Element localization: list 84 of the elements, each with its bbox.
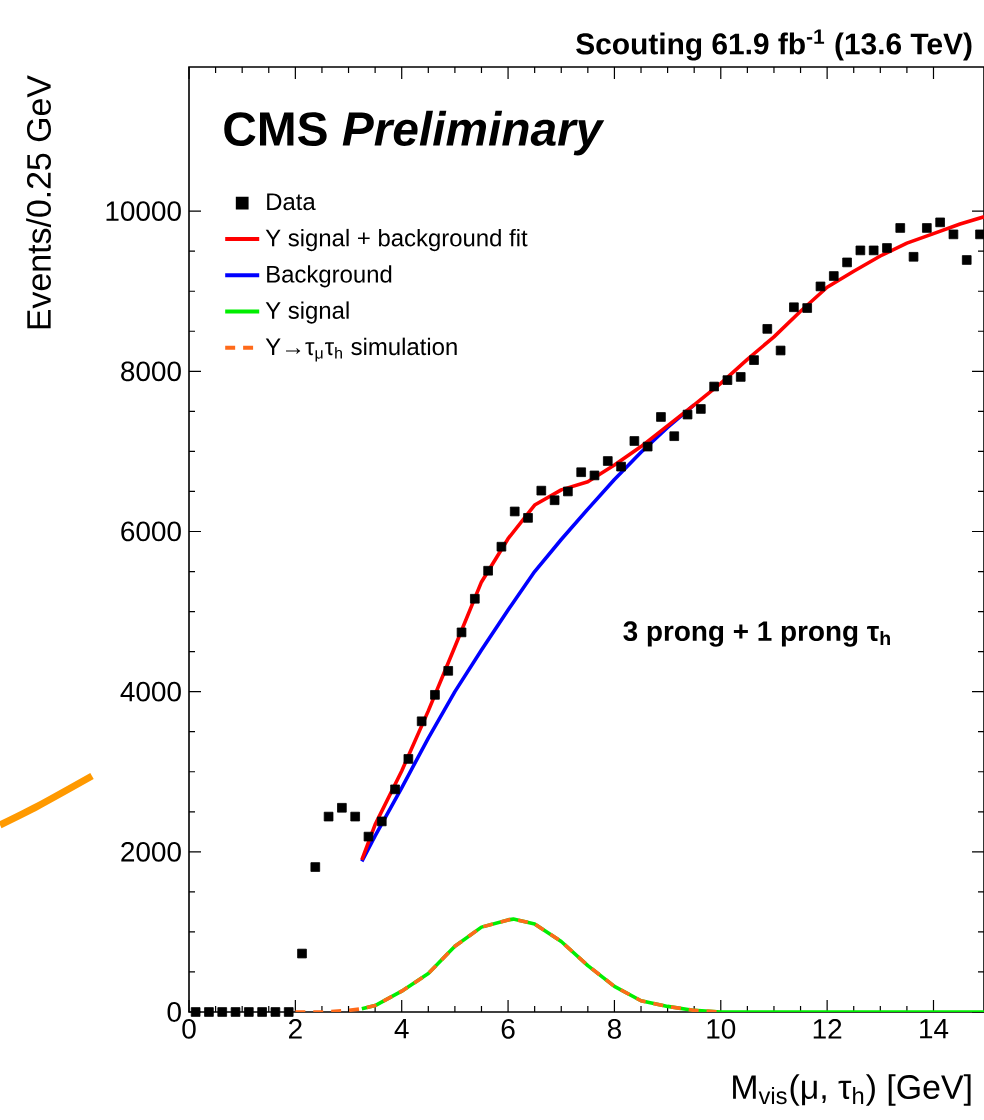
point — [829, 271, 839, 281]
point — [297, 948, 307, 959]
point — [802, 303, 812, 313]
point — [363, 831, 374, 842]
point — [616, 461, 626, 472]
x-tick-label: 0 — [182, 1019, 196, 1039]
point — [204, 1007, 214, 1017]
point — [895, 223, 906, 233]
point — [390, 784, 400, 795]
y-tick-label: 6000 — [121, 521, 181, 542]
point — [669, 431, 680, 441]
point — [868, 245, 879, 256]
point — [563, 486, 573, 497]
point — [948, 229, 959, 240]
point — [283, 1007, 294, 1017]
annotation: 3 prong + 1 prong τ$_{h}$ — [623, 621, 890, 647]
point — [270, 1007, 281, 1017]
point — [323, 811, 334, 822]
point — [483, 565, 493, 576]
point — [576, 467, 586, 477]
point — [789, 302, 799, 313]
point — [416, 716, 427, 727]
legend-label: Background — [267, 265, 392, 288]
point — [749, 355, 759, 365]
point — [722, 375, 733, 385]
point — [350, 811, 360, 822]
point — [642, 441, 653, 452]
point — [536, 485, 547, 496]
x-tick-label: 12 — [813, 1019, 842, 1039]
x-tick-label: 8 — [607, 1019, 621, 1039]
point — [735, 372, 746, 382]
annotation: CMS Preliminary — [224, 110, 605, 156]
point — [908, 252, 919, 262]
point — [190, 1007, 201, 1017]
y-tick-label: 8000 — [121, 361, 181, 382]
point — [523, 513, 533, 523]
y-tick-label: 4000 — [120, 681, 181, 702]
y-tick-label: 10000 — [106, 201, 181, 222]
point — [656, 412, 666, 422]
point — [775, 345, 786, 356]
point — [549, 495, 560, 506]
point — [470, 593, 480, 604]
x-tick-label: 14 — [920, 1019, 949, 1039]
point — [509, 506, 520, 517]
legend-label: Υ signal — [265, 301, 349, 324]
point — [922, 223, 932, 233]
point — [230, 1007, 241, 1017]
y-axis-title: Events/0.25 GeV — [26, 75, 51, 329]
point — [589, 470, 600, 481]
chart-title: Scouting 61.9 fb$^{-1}$ (13.6 TeV) — [576, 29, 972, 61]
point — [935, 217, 945, 228]
point — [629, 436, 640, 446]
point — [376, 816, 387, 827]
legend-label: Υ signal + background fit — [265, 228, 528, 252]
legend-label: Data — [267, 193, 316, 211]
point — [762, 324, 773, 334]
point — [815, 281, 826, 292]
y-tick-label: 0 — [167, 1002, 181, 1022]
point — [682, 409, 693, 420]
legend-label: Υ→τ$_{μ}$τ$_{h}$ simulation — [265, 337, 457, 362]
point — [496, 541, 507, 552]
x-tick-label: 4 — [394, 1019, 409, 1039]
point — [217, 1007, 228, 1017]
point — [430, 690, 440, 700]
x-axis-title: M$_{vis}$(μ, τ$_{h}$) [GeV] — [733, 1074, 971, 1106]
point — [602, 456, 613, 466]
point — [456, 627, 467, 638]
point — [696, 404, 706, 414]
x-tick-label: 6 — [501, 1019, 515, 1039]
point — [842, 257, 852, 268]
point — [337, 803, 347, 813]
point — [403, 754, 414, 764]
point — [310, 862, 321, 872]
point — [244, 1007, 254, 1017]
x-tick-label: 2 — [289, 1019, 302, 1039]
point — [443, 666, 454, 676]
point — [882, 243, 892, 253]
point — [257, 1007, 267, 1017]
x-tick-label: 10 — [707, 1019, 736, 1039]
point — [709, 381, 719, 392]
point — [961, 255, 972, 265]
y-tick-label: 2000 — [121, 841, 181, 862]
point — [855, 245, 866, 256]
point — [975, 229, 984, 240]
